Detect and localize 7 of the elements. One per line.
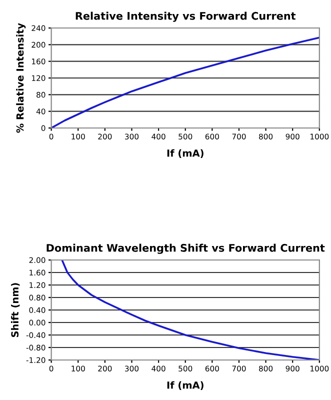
x-axis-title: If (mA) — [167, 149, 204, 158]
y-axis-title: % Relative Intensity — [16, 23, 26, 133]
x-axis-title: If (mA) — [167, 381, 204, 390]
chart-title: Relative Intensity vs Forward Current — [76, 12, 296, 22]
y-axis-title: Shift (nm) — [11, 283, 20, 338]
line-series — [61, 260, 320, 360]
chart-title: Dominant Wavelength Shift vs Forward Current — [46, 244, 325, 254]
